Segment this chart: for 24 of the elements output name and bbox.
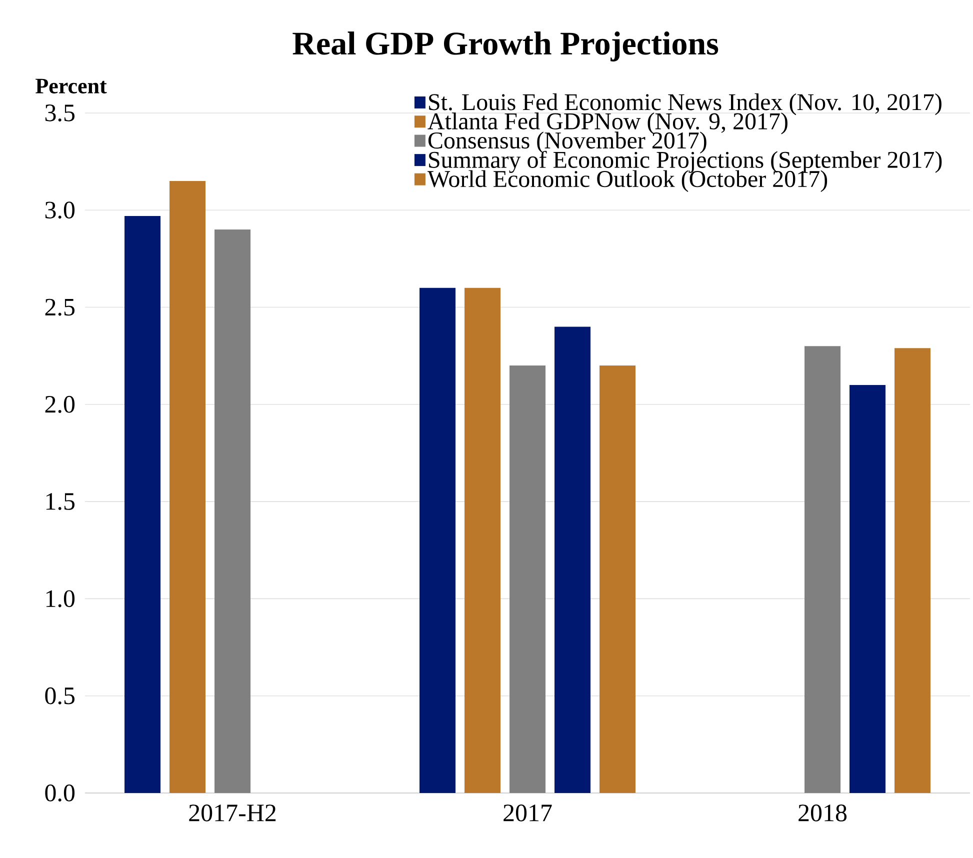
bar <box>804 346 841 793</box>
y-tick-label: 0.0 <box>45 784 75 802</box>
y-tick-label: 1.5 <box>46 493 74 510</box>
x-tick-label: 2017 <box>504 804 552 822</box>
bar <box>600 366 636 793</box>
x-tick-label: 2017-H2 <box>189 804 276 822</box>
y-tick-label: 3.0 <box>45 202 75 219</box>
bar <box>214 230 251 793</box>
y-tick-label: 2.5 <box>45 298 74 316</box>
bar <box>850 384 886 793</box>
bar <box>170 180 206 793</box>
bar <box>464 288 501 793</box>
chart-title: Real GDP Growth Projections <box>292 32 718 62</box>
y-tick-label: 1.0 <box>46 590 75 608</box>
y-tick-label: 3.5 <box>45 104 74 122</box>
y-axis-title: Percent <box>36 78 107 94</box>
y-tick-label: 0.5 <box>45 687 74 704</box>
bar <box>510 366 546 793</box>
bar <box>554 326 591 793</box>
bar <box>124 216 161 793</box>
y-tick-label: 2.0 <box>45 396 75 413</box>
bar <box>894 348 931 793</box>
x-tick-label: 2018 <box>798 804 847 822</box>
bar <box>420 288 456 793</box>
